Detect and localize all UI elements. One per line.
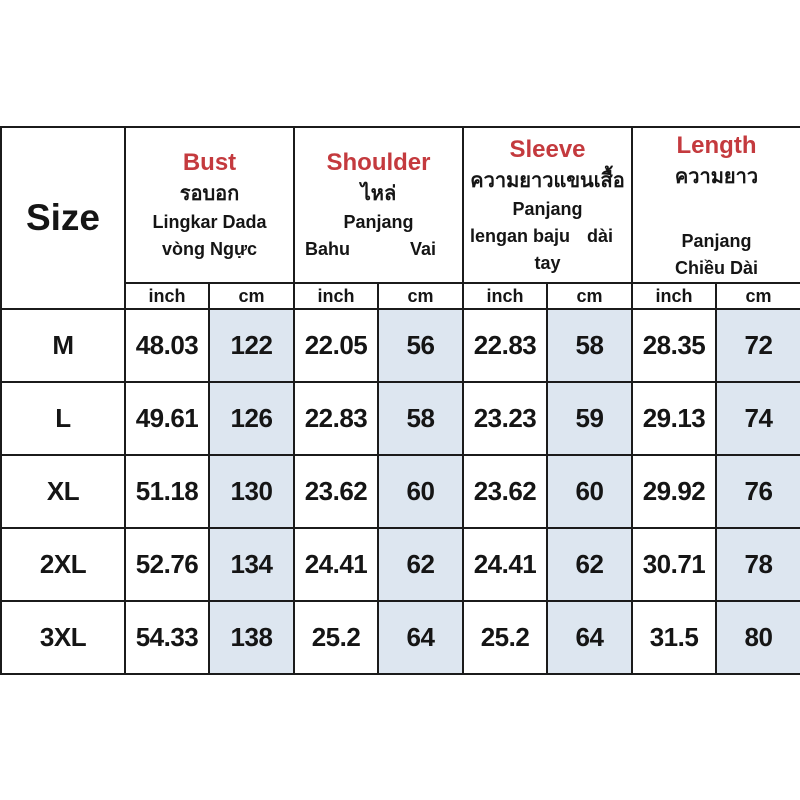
header-bust-thai: รอบอก [179,183,240,205]
row-size-label: 2XL [0,527,126,602]
unit-bust-inch: inch [124,282,210,310]
row-size-label: XL [0,454,126,529]
header-length: Length ความยาว Panjang Chiều Dài [630,126,800,284]
cell-sleeve-cm: 62 [546,527,633,602]
header-sleeve-indonesian-line2: lengan baju [470,225,571,246]
size-chart-table: Size Bust รอบอก Lingkar Dada vòng Ngực S… [0,126,800,675]
header-bust-indonesian: Lingkar Dada [152,212,267,232]
header-sleeve-middle-line: lengan baju dài [465,223,630,250]
cell-shoulder-inch: 23.62 [293,454,379,529]
cell-length-cm: 78 [714,527,800,602]
cell-length-inch: 29.13 [631,381,717,456]
unit-length-cm: cm [714,282,800,310]
cell-sleeve-inch: 23.23 [462,381,548,456]
header-sleeve-vietnamese-line1: dài [586,225,613,246]
unit-length-inch: inch [631,282,717,310]
header-size: Size [0,126,126,310]
header-shoulder-vietnamese: Vai [409,239,436,259]
cell-shoulder-inch: 25.2 [293,600,379,675]
cell-shoulder-cm: 58 [377,381,464,456]
header-length-vietnamese: Chiều Dài [675,258,759,278]
cell-length-cm: 76 [714,454,800,529]
header-shoulder-indonesian-line2: Bahu [305,239,350,259]
cell-sleeve-cm: 59 [546,381,633,456]
header-row: Size Bust รอบอก Lingkar Dada vòng Ngực S… [0,126,800,310]
header-bust-title: Bust [182,149,237,176]
header-sleeve: Sleeve ความยาวแขนเสื้อ Panjang lengan ba… [462,126,633,284]
table-row-l: L 49.61 126 22.83 58 23.23 59 29.13 74 [0,381,800,456]
cell-bust-cm: 138 [208,600,295,675]
cell-bust-cm: 122 [208,308,295,383]
cell-bust-inch: 54.33 [124,600,210,675]
cell-shoulder-cm: 64 [377,600,464,675]
header-shoulder-indonesian-line1: Panjang [343,212,414,232]
header-bust-vietnamese: vòng Ngực [161,239,258,259]
header-length-spacer [634,192,799,228]
cell-bust-inch: 48.03 [124,308,210,383]
cell-bust-inch: 49.61 [124,381,210,456]
header-shoulder-title: Shoulder [326,149,431,176]
table-row-xl: XL 51.18 130 23.62 60 23.62 60 29.92 76 [0,454,800,529]
table-row-2xl: 2XL 52.76 134 24.41 62 24.41 62 30.71 78 [0,527,800,602]
header-sleeve-title: Sleeve [509,135,586,163]
unit-sleeve-inch: inch [462,282,548,310]
cell-sleeve-inch: 22.83 [462,308,548,383]
cell-sleeve-cm: 58 [546,308,633,383]
cell-sleeve-cm: 64 [546,600,633,675]
header-length-title: Length [676,132,757,159]
cell-sleeve-inch: 25.2 [462,600,548,675]
cell-length-cm: 74 [714,381,800,456]
cell-length-cm: 72 [714,308,800,383]
row-size-label: 3XL [0,600,126,675]
header-shoulder-stack: Shoulder ไหล่ Panjang Bahu Vai [296,129,461,281]
table-row-m: M 48.03 122 22.05 56 22.83 58 28.35 72 [0,308,800,383]
header-shoulder-bottom-line: Bahu Vai [296,236,461,263]
unit-bust-cm: cm [208,282,295,310]
cell-bust-inch: 52.76 [124,527,210,602]
cell-shoulder-cm: 62 [377,527,464,602]
header-shoulder-thai: ไหล่ [360,183,397,205]
cell-length-inch: 28.35 [631,308,717,383]
cell-shoulder-cm: 60 [377,454,464,529]
header-length-stack: Length ความยาว Panjang Chiều Dài [634,129,799,281]
header-sleeve-stack: Sleeve ความยาวแขนเสื้อ Panjang lengan ba… [465,129,630,281]
header-length-indonesian: Panjang [681,231,752,251]
header-shoulder: Shoulder ไหล่ Panjang Bahu Vai [293,126,464,284]
cell-shoulder-inch: 22.83 [293,381,379,456]
cell-shoulder-inch: 22.05 [293,308,379,383]
cell-length-inch: 30.71 [631,527,717,602]
header-sleeve-thai: ความยาวแขนเสื้อ [470,169,625,192]
cell-length-inch: 31.5 [631,600,717,675]
unit-row: inch cm inch cm inch cm inch cm [1,282,800,310]
cell-bust-cm: 134 [208,527,295,602]
cell-sleeve-inch: 23.62 [462,454,548,529]
unit-sleeve-cm: cm [546,282,633,310]
header-bust-stack: Bust รอบอก Lingkar Dada vòng Ngực [127,129,292,281]
cell-bust-cm: 126 [208,381,295,456]
header-sleeve-indonesian-line1: Panjang [512,198,583,219]
cell-shoulder-inch: 24.41 [293,527,379,602]
header-bust: Bust รอบอก Lingkar Dada vòng Ngực [124,126,295,284]
row-size-label: L [0,381,126,456]
cell-length-inch: 29.92 [631,454,717,529]
table-row-3xl: 3XL 54.33 138 25.2 64 25.2 64 31.5 80 [0,600,800,675]
cell-shoulder-cm: 56 [377,308,464,383]
cell-length-cm: 80 [714,600,800,675]
cell-bust-cm: 130 [208,454,295,529]
cell-sleeve-cm: 60 [546,454,633,529]
header-sleeve-vietnamese-line2: tay [534,252,561,273]
unit-shoulder-inch: inch [293,282,379,310]
header-length-thai: ความยาว [674,166,759,188]
unit-shoulder-cm: cm [377,282,464,310]
cell-bust-inch: 51.18 [124,454,210,529]
cell-sleeve-inch: 24.41 [462,527,548,602]
row-size-label: M [0,308,126,383]
